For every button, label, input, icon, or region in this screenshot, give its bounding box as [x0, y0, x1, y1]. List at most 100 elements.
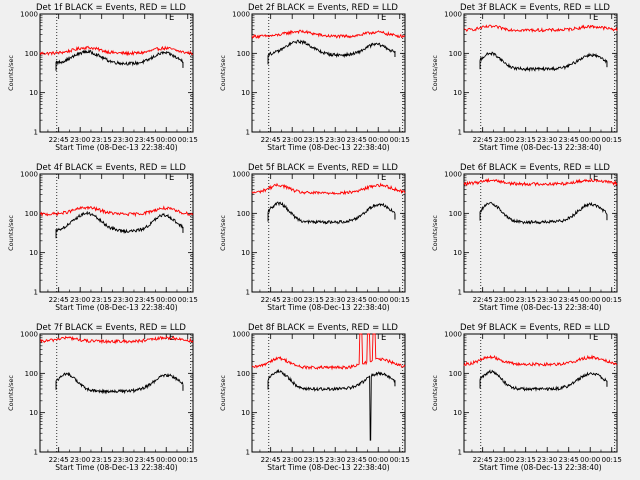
x-tick-label: 22:45: [473, 296, 493, 304]
x-tick-label: 22:45: [261, 136, 281, 144]
y-tick-label: 100: [25, 370, 38, 378]
y-tick-label: 1: [34, 129, 38, 137]
x-axis-label: Start Time (08-Dec-13 22:38:40): [267, 463, 389, 472]
x-tick-label: 23:00: [70, 136, 90, 144]
x-tick-label: 23:45: [347, 136, 367, 144]
x-tick-label: 00:00: [156, 456, 176, 464]
lld-series-line: [251, 182, 406, 196]
chart-title: Det 6f BLACK = Events, RED = LLD: [460, 163, 610, 173]
lld-series-line: [39, 205, 194, 218]
x-tick-label: 00:15: [602, 456, 622, 464]
y-tick-label: 100: [237, 210, 250, 218]
events-series-line: [479, 51, 608, 73]
x-tick-label: 22:45: [261, 296, 281, 304]
flag-label: E: [381, 173, 386, 183]
x-tick-label: 00:15: [178, 296, 198, 304]
flag-label: E: [169, 173, 174, 183]
y-axis-label: Counts/sec: [431, 215, 439, 251]
y-axis-label: Counts/sec: [431, 55, 439, 91]
x-tick-label: 23:15: [516, 136, 536, 144]
y-tick-label: 10: [29, 89, 38, 97]
x-tick-label: 23:45: [559, 296, 579, 304]
y-tick-label: 1000: [444, 171, 462, 179]
y-axis-label: Counts/sec: [7, 55, 15, 91]
y-axis-label: Counts/sec: [219, 215, 227, 251]
lld-series-line: [463, 354, 618, 367]
x-tick-label: 00:15: [390, 456, 410, 464]
chart-title: Det 5f BLACK = Events, RED = LLD: [248, 163, 398, 173]
events-series-line: [55, 210, 184, 235]
y-tick-label: 1000: [20, 11, 38, 19]
y-tick-label: 1000: [20, 171, 38, 179]
y-tick-label: 10: [29, 409, 38, 417]
x-tick-label: 23:30: [325, 456, 345, 464]
x-tick-label: 23:15: [516, 456, 536, 464]
x-tick-label: 00:15: [390, 296, 410, 304]
x-tick-label: 23:15: [516, 296, 536, 304]
flag-label: E: [169, 13, 174, 23]
x-tick-label: 23:15: [304, 136, 324, 144]
y-tick-label: 1000: [232, 331, 250, 339]
y-tick-label: 1: [34, 449, 38, 457]
lld-series-line: [463, 24, 618, 33]
y-tick-label: 1: [34, 289, 38, 297]
flag-label: E: [381, 13, 386, 23]
x-tick-label: 23:00: [282, 456, 302, 464]
y-axis-label: Counts/sec: [431, 375, 439, 411]
lld-series-line: [463, 177, 618, 187]
x-tick-label: 23:45: [347, 456, 367, 464]
chart-panel-7: Det 7f BLACK = Events, RED = LLDE1101001…: [7, 323, 198, 472]
chart-title: Det 1f BLACK = Events, RED = LLD: [36, 3, 186, 13]
events-series-line: [55, 49, 184, 67]
x-axis-label: Start Time (08-Dec-13 22:38:40): [55, 463, 177, 472]
y-tick-label: 10: [453, 89, 462, 97]
x-tick-label: 23:30: [113, 296, 133, 304]
events-series-line: [267, 368, 396, 441]
lld-series-line: [251, 333, 406, 371]
y-tick-label: 1000: [232, 11, 250, 19]
chart-title: Det 2f BLACK = Events, RED = LLD: [248, 3, 398, 13]
events-series-line: [479, 201, 608, 225]
y-tick-label: 1: [246, 449, 250, 457]
y-tick-label: 1000: [444, 11, 462, 19]
y-tick-label: 1: [458, 129, 462, 137]
y-tick-label: 1: [246, 289, 250, 297]
plot-frame: [39, 333, 194, 453]
y-tick-label: 10: [29, 249, 38, 257]
plot-frame: [463, 333, 618, 453]
x-tick-label: 00:15: [602, 296, 622, 304]
x-tick-label: 23:30: [537, 136, 557, 144]
x-tick-label: 23:45: [135, 296, 155, 304]
events-series-line: [479, 369, 608, 392]
y-tick-label: 100: [237, 50, 250, 58]
y-tick-label: 10: [241, 249, 250, 257]
x-tick-label: 23:30: [325, 296, 345, 304]
chart-title: Det 8f BLACK = Events, RED = LLD: [248, 323, 398, 333]
plot-frame: [251, 173, 406, 293]
x-tick-label: 23:15: [92, 456, 112, 464]
x-tick-label: 23:15: [304, 296, 324, 304]
x-tick-label: 23:30: [113, 136, 133, 144]
x-tick-label: 22:45: [49, 296, 69, 304]
x-tick-label: 23:00: [70, 456, 90, 464]
chart-title: Det 3f BLACK = Events, RED = LLD: [460, 3, 610, 13]
x-axis-label: Start Time (08-Dec-13 22:38:40): [55, 303, 177, 312]
y-tick-label: 1000: [232, 171, 250, 179]
flag-label: E: [593, 13, 598, 23]
chart-title: Det 4f BLACK = Events, RED = LLD: [36, 163, 186, 173]
events-series-line: [55, 371, 184, 395]
x-tick-label: 23:30: [325, 136, 345, 144]
x-tick-label: 00:00: [580, 456, 600, 464]
x-tick-label: 23:45: [135, 136, 155, 144]
y-tick-label: 10: [241, 89, 250, 97]
x-tick-label: 23:30: [537, 296, 557, 304]
x-tick-label: 22:45: [473, 136, 493, 144]
x-tick-label: 23:00: [70, 296, 90, 304]
